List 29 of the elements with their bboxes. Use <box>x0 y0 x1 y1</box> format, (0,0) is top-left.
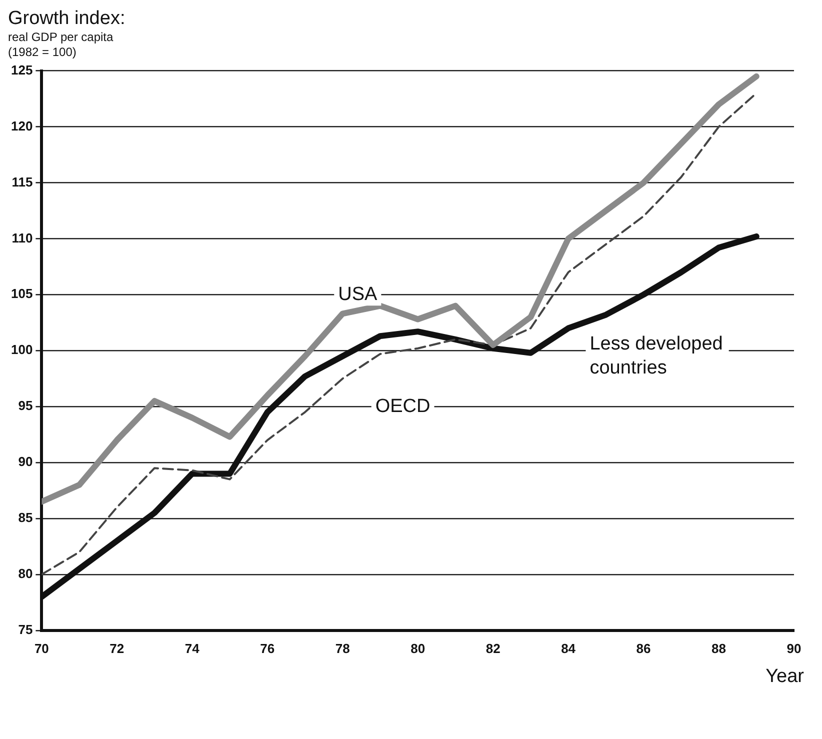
x-tick-label: 86 <box>636 640 651 656</box>
chart-title: Growth index: <box>8 8 126 30</box>
x-tick-label: 90 <box>786 640 802 656</box>
chart-subtitle: real GDP per capita (1982 = 100) <box>8 30 114 60</box>
y-tick-label: 75 <box>18 622 33 637</box>
x-tick-label: 76 <box>260 640 275 656</box>
x-tick-label: 70 <box>34 640 49 656</box>
y-tick-label: 115 <box>12 174 33 190</box>
x-tick-label: 78 <box>335 640 350 656</box>
y-tick-label: 90 <box>18 454 33 470</box>
x-tick-label: 84 <box>561 640 576 656</box>
y-tick-label: 80 <box>18 566 33 582</box>
line-series <box>42 92 758 576</box>
x-tick-label: 74 <box>184 640 200 656</box>
y-tick-label: 95 <box>18 398 33 414</box>
y-tick-label: 120 <box>10 118 33 134</box>
y-tick-label: 85 <box>18 510 33 526</box>
y-tick-label: 100 <box>10 342 33 358</box>
y-tick-label: 125 <box>10 62 33 78</box>
x-tick-label: 88 <box>712 640 726 656</box>
x-axis-title: Year <box>764 666 805 688</box>
series-label: OECD <box>375 396 430 417</box>
series-label: Less developed countries <box>590 333 723 378</box>
x-tick-label: 82 <box>486 640 500 656</box>
y-tick-label: 110 <box>12 230 33 246</box>
series-label: USA <box>338 284 378 305</box>
x-tick-label: 72 <box>110 640 124 656</box>
y-tick-label: 105 <box>10 286 33 302</box>
x-tick-label: 80 <box>410 640 426 656</box>
